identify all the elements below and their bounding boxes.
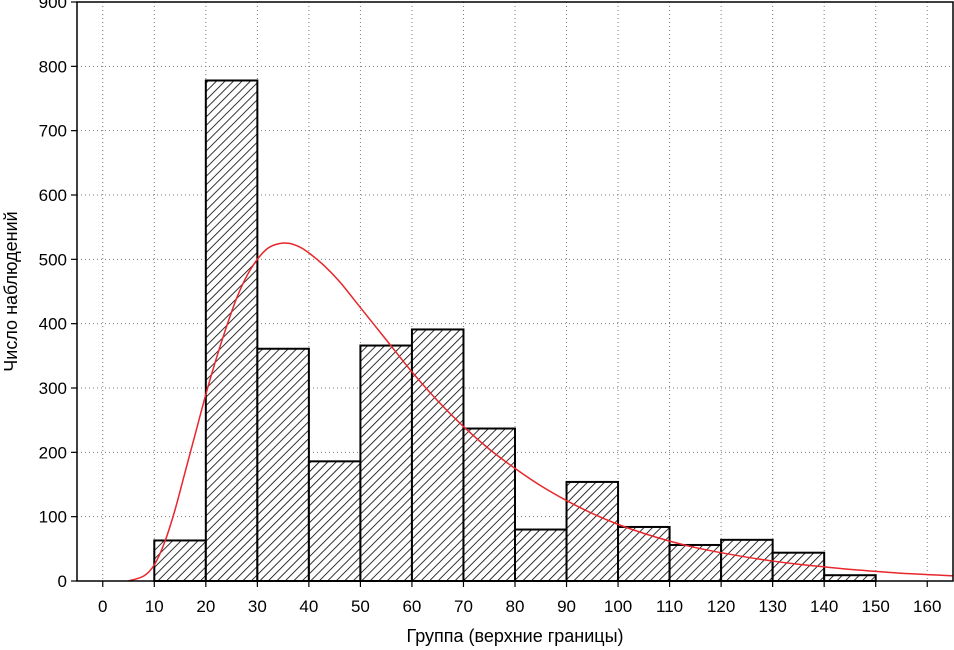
x-tick-label: 100	[604, 597, 632, 616]
x-tick-label: 60	[402, 597, 421, 616]
histogram-bar	[668, 543, 723, 582]
fit-curve-group	[128, 242, 954, 582]
y-tick-label: 400	[39, 315, 67, 334]
histogram-bar	[462, 427, 516, 582]
histogram-bar	[514, 528, 568, 582]
x-tick-label: 160	[913, 597, 941, 616]
x-tick-label: 80	[506, 597, 525, 616]
histogram-bar	[153, 539, 207, 582]
x-tick-label: 120	[707, 597, 735, 616]
x-tick-label: 130	[758, 597, 786, 616]
x-tick-label: 50	[351, 597, 370, 616]
y-tick-label: 800	[39, 57, 67, 76]
histogram-bar	[823, 574, 877, 583]
y-axis-ticks: 0 100 200 300 400 500 600 700 800 900	[39, 0, 77, 591]
fit-curve-line	[128, 242, 954, 582]
y-tick-label: 600	[39, 186, 67, 205]
histogram-bar	[410, 328, 465, 582]
x-tick-label: 30	[248, 597, 267, 616]
x-tick-label: 140	[810, 597, 838, 616]
x-axis-title: Группа (верхние границы)	[406, 626, 623, 646]
x-tick-label: 90	[557, 597, 576, 616]
histogram-bar	[204, 79, 259, 582]
histogram-bar	[307, 460, 362, 582]
x-tick-label: 10	[145, 597, 164, 616]
y-tick-label: 0	[58, 572, 67, 591]
x-tick-label: 110	[656, 597, 683, 616]
x-tick-label: 20	[196, 597, 215, 616]
histogram-bar	[256, 347, 310, 582]
y-tick-label: 100	[39, 508, 67, 527]
y-tick-label: 900	[39, 0, 67, 12]
y-tick-label: 300	[39, 379, 67, 398]
histogram-bar	[617, 525, 671, 583]
y-axis-title: Число наблюдений	[1, 211, 21, 371]
x-tick-label: 70	[454, 597, 473, 616]
histogram-bar	[359, 344, 413, 583]
histogram-bar	[565, 480, 620, 582]
y-tick-label: 700	[39, 122, 67, 141]
y-tick-label: 200	[39, 443, 67, 462]
y-tick-label: 500	[39, 250, 67, 269]
x-tick-label: 150	[862, 597, 890, 616]
x-tick-label: 0	[98, 597, 107, 616]
x-axis-ticks: 0 10 20 30 40 50 60 70 80 90 100 110 120 130 140 150 160	[98, 581, 941, 616]
x-tick-label: 40	[299, 597, 318, 616]
